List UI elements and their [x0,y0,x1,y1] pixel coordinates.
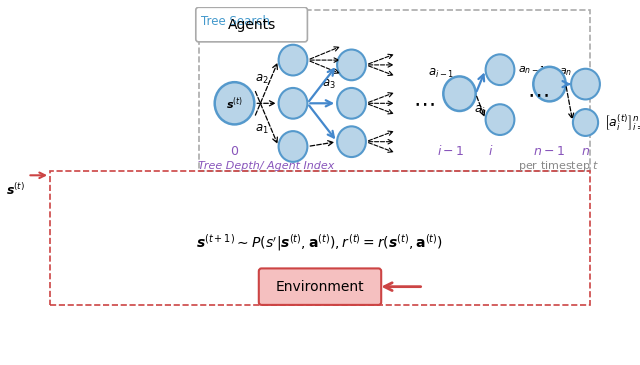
Text: $2$: $2$ [347,145,356,158]
Text: $1$: $1$ [289,145,298,158]
Text: $\left[a_i^{(t)}\right]_{i=1}^{n}$: $\left[a_i^{(t)}\right]_{i=1}^{n}$ [604,112,640,132]
Text: $\cdots$: $\cdots$ [413,93,435,113]
Circle shape [278,88,307,119]
Text: Environment: Environment [276,280,364,294]
Circle shape [486,54,515,85]
Text: $\boldsymbol{s}^{(t)}$: $\boldsymbol{s}^{(t)}$ [6,182,25,198]
Text: $a_3$: $a_3$ [322,77,336,91]
Circle shape [214,82,254,124]
Circle shape [573,109,598,136]
Text: $a_{i-1}$: $a_{i-1}$ [428,67,454,80]
Text: $a_2$: $a_2$ [255,73,268,86]
Text: $a_n$: $a_n$ [559,66,572,77]
Circle shape [278,45,307,76]
Text: Tree Depth/ Agent Index: Tree Depth/ Agent Index [198,161,335,171]
Text: $i-1$: $i-1$ [436,144,464,158]
Text: $a_i$: $a_i$ [474,103,486,116]
Text: Agents: Agents [227,18,276,32]
Circle shape [337,88,366,119]
Text: $n$: $n$ [581,145,590,158]
Text: $0$: $0$ [230,145,239,158]
Circle shape [278,131,307,162]
Circle shape [486,104,515,135]
FancyBboxPatch shape [196,7,307,42]
FancyBboxPatch shape [259,268,381,305]
Text: $i$: $i$ [488,144,493,158]
Text: Tree Search: Tree Search [201,15,270,28]
Text: $n-1$: $n-1$ [534,145,566,158]
Circle shape [571,69,600,99]
Text: $a_{n-1}$: $a_{n-1}$ [518,64,545,76]
Circle shape [337,50,366,80]
Text: $\cdots$: $\cdots$ [527,84,548,104]
Text: per timestep $t$: per timestep $t$ [518,159,600,173]
Text: $\boldsymbol{s}^{(t+1)} \sim P(s'|\boldsymbol{s}^{(t)}, \mathbf{a}^{(t)}), r^{(t: $\boldsymbol{s}^{(t+1)} \sim P(s'|\bolds… [196,232,444,253]
Text: $\boldsymbol{s}^{(t)}$: $\boldsymbol{s}^{(t)}$ [226,95,243,112]
Text: $a_1$: $a_1$ [255,123,268,136]
Circle shape [444,76,476,111]
Circle shape [337,126,366,157]
Circle shape [533,67,566,101]
